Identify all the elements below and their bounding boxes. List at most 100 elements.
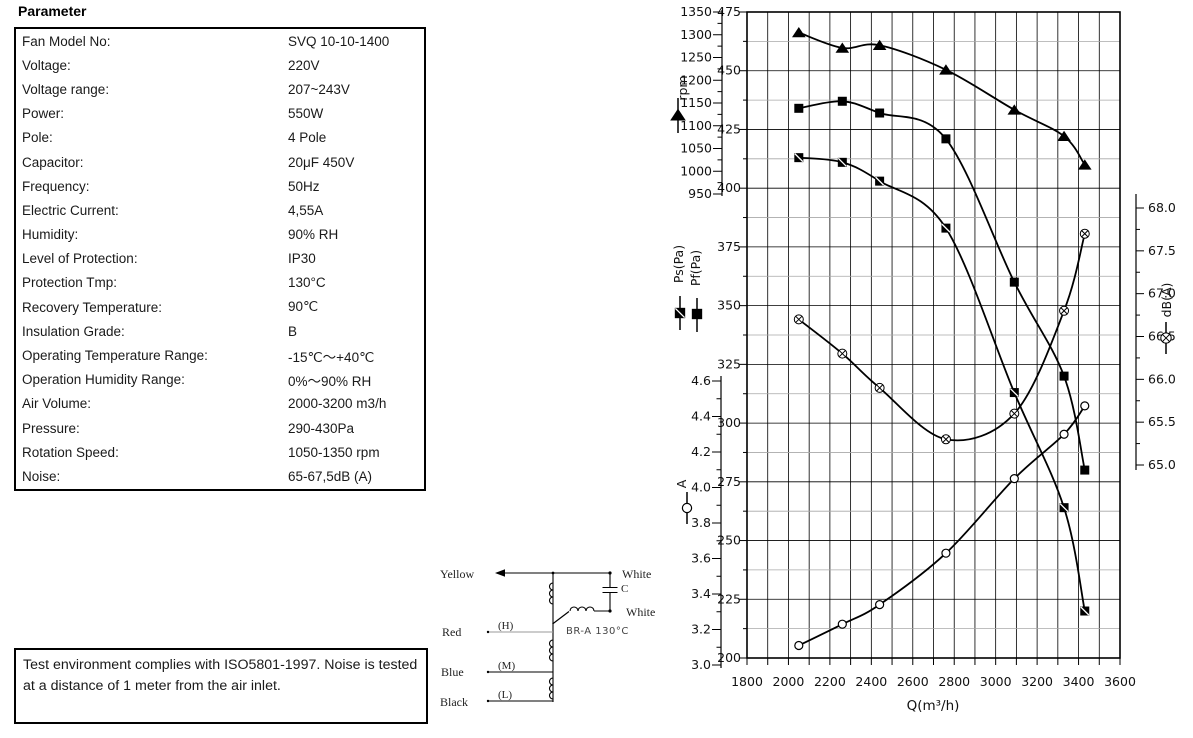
series-dba [793, 228, 1090, 445]
capacitor-branch [594, 573, 618, 612]
param-value: 90℃ [288, 299, 319, 315]
table-row: Humidity: 90% RH [16, 223, 424, 247]
marker-circle-x-cross [942, 435, 950, 443]
table-row: Voltage: 220V [16, 53, 424, 77]
marker-square-slash-line [1080, 606, 1090, 616]
param-label: Recovery Temperature: [22, 299, 163, 315]
wire-label-yellow: Yellow [440, 567, 474, 581]
marker-circle [1080, 401, 1090, 411]
noise-axis: 65.065.566.066.567.067.568.0 [1135, 194, 1176, 472]
pressure-axis: 200 225 250 275 300 325 350 375 400 425 450 475 [717, 4, 747, 665]
legend-label: Ps(Pa) [671, 245, 686, 283]
tap-dot [486, 670, 490, 674]
param-label: Pole: [22, 130, 53, 146]
x-axis: 1800 2000 2200 2400 2600 2800 3000 3200 3400 3600… [731, 658, 1136, 714]
x-tick-label: 2200 [814, 674, 846, 689]
param-label: Power: [22, 106, 65, 122]
pressure-tick-label: 450 [717, 63, 741, 78]
table-row: Electric Current: 4,55A [16, 198, 424, 222]
param-label: Voltage: [22, 57, 71, 73]
marker-square-slash-line [875, 176, 885, 186]
table-row: Recovery Temperature: 90℃ [16, 295, 424, 319]
pressure-tick-label: 325 [717, 356, 741, 371]
marker-triangle [939, 64, 953, 75]
param-label: Protection Tmp: [22, 275, 118, 291]
x-tick-label: 1800 [731, 674, 763, 689]
table-row: Frequency: 50Hz [16, 174, 424, 198]
test-note: Test environment complies with ISO5801-1… [14, 648, 428, 724]
marker-circle-x-cross [1060, 307, 1068, 315]
param-value: 65-67,5dB (A) [288, 468, 373, 484]
legend-pfpa: Pf(Pa) [688, 250, 703, 332]
marker-triangle [670, 108, 686, 121]
param-value: 290-430Pa [288, 420, 355, 436]
x-axis-label: Q(m³/h) [907, 698, 960, 714]
table-row: Rotation Speed: 1050-1350 rpm [16, 440, 424, 464]
current-tick-label: 4.2 [691, 444, 711, 459]
wire-label-white-2: White [626, 605, 655, 619]
rpm-tick-label: 1000 [680, 163, 712, 178]
series-line [798, 100, 1086, 471]
marker-circle [941, 548, 951, 558]
table-row: Level of Protection: IP30 [16, 247, 424, 271]
param-value: 220V [288, 57, 320, 73]
param-label: Capacitor: [22, 154, 84, 170]
marker-circle-x-cross [1161, 333, 1171, 343]
table-row: Pole: 4 Pole [16, 126, 424, 150]
pressure-tick-label: 375 [717, 239, 741, 254]
param-label: Insulation Grade: [22, 323, 125, 339]
x-tick-label: 3000 [980, 674, 1012, 689]
noise-tick-label: 67.5 [1148, 243, 1176, 258]
wire-label-red: Red [442, 625, 461, 639]
tap-label-l: (L) [498, 689, 512, 701]
marker-circle [1009, 474, 1019, 484]
series-rpm [792, 26, 1092, 170]
param-value: 0%～90% RH [288, 373, 372, 389]
wiring-diagram: Yellow Red Blue Black White White (H) (M… [440, 567, 655, 709]
x-tick-label: 2600 [897, 674, 929, 689]
marker-circle-x-cross [795, 315, 803, 323]
terminal-dot [608, 571, 612, 575]
pressure-tick-label: 250 [717, 533, 741, 548]
current-tick-label: 3.0 [691, 657, 711, 672]
marker-square [941, 134, 951, 144]
rpm-tick-label: 1350 [680, 4, 712, 19]
rpm-axis: 950 1000 1050 1100 1150 1200 1250 1300 1350 [680, 4, 723, 201]
tap-dot [486, 630, 490, 634]
marker-triangle [1057, 130, 1071, 142]
marker-circle [875, 600, 885, 610]
page-title: Parameter [18, 3, 87, 19]
x-tick-label: 3600 [1104, 674, 1136, 689]
current-tick-label: 3.8 [691, 515, 711, 530]
marker-circle-x-cross [1081, 230, 1089, 238]
pressure-tick-label: 225 [717, 591, 741, 606]
wire-label-white-1: White [622, 567, 651, 581]
rpm-tick-label: 1050 [680, 141, 712, 156]
legend-label: rpm [675, 75, 690, 100]
current-tick-label: 3.6 [691, 551, 711, 566]
param-label: Operation Humidity Range: [22, 372, 185, 388]
table-row: Protection Tmp: 130°C [16, 271, 424, 295]
param-label: Voltage range: [22, 81, 110, 97]
x-tick-label: 2000 [773, 674, 805, 689]
table-row: Fan Model No: SVQ 10-10-1400 [16, 29, 424, 53]
param-label: Operating Temperature Range: [22, 348, 208, 364]
param-value: 4 Pole [288, 130, 327, 146]
param-value: 550W [288, 106, 324, 122]
marker-triangle [1077, 159, 1092, 170]
performance-chart: 1800 2000 2200 2400 2600 2800 3000 3200 3400 3600… [670, 4, 1176, 714]
param-label: Level of Protection: [22, 251, 138, 267]
marker-circle-x-cross [838, 350, 846, 358]
marker-square-slash-line [794, 153, 804, 163]
table-row: Capacitor: 20μF 450V [16, 150, 424, 174]
noise-tick-label: 68.0 [1148, 200, 1176, 215]
param-value: 50Hz [288, 178, 320, 194]
marker-square-slash-line [941, 223, 951, 233]
table-row: Operation Humidity Range: 0%～90% RH [16, 368, 424, 392]
marker-square [1059, 371, 1069, 381]
param-value: -15℃～+40℃ [288, 349, 375, 365]
marker-triangle [872, 39, 887, 51]
series-pfpa [794, 96, 1090, 475]
param-value: 207~243V [288, 81, 350, 97]
marker-circle [794, 640, 804, 651]
